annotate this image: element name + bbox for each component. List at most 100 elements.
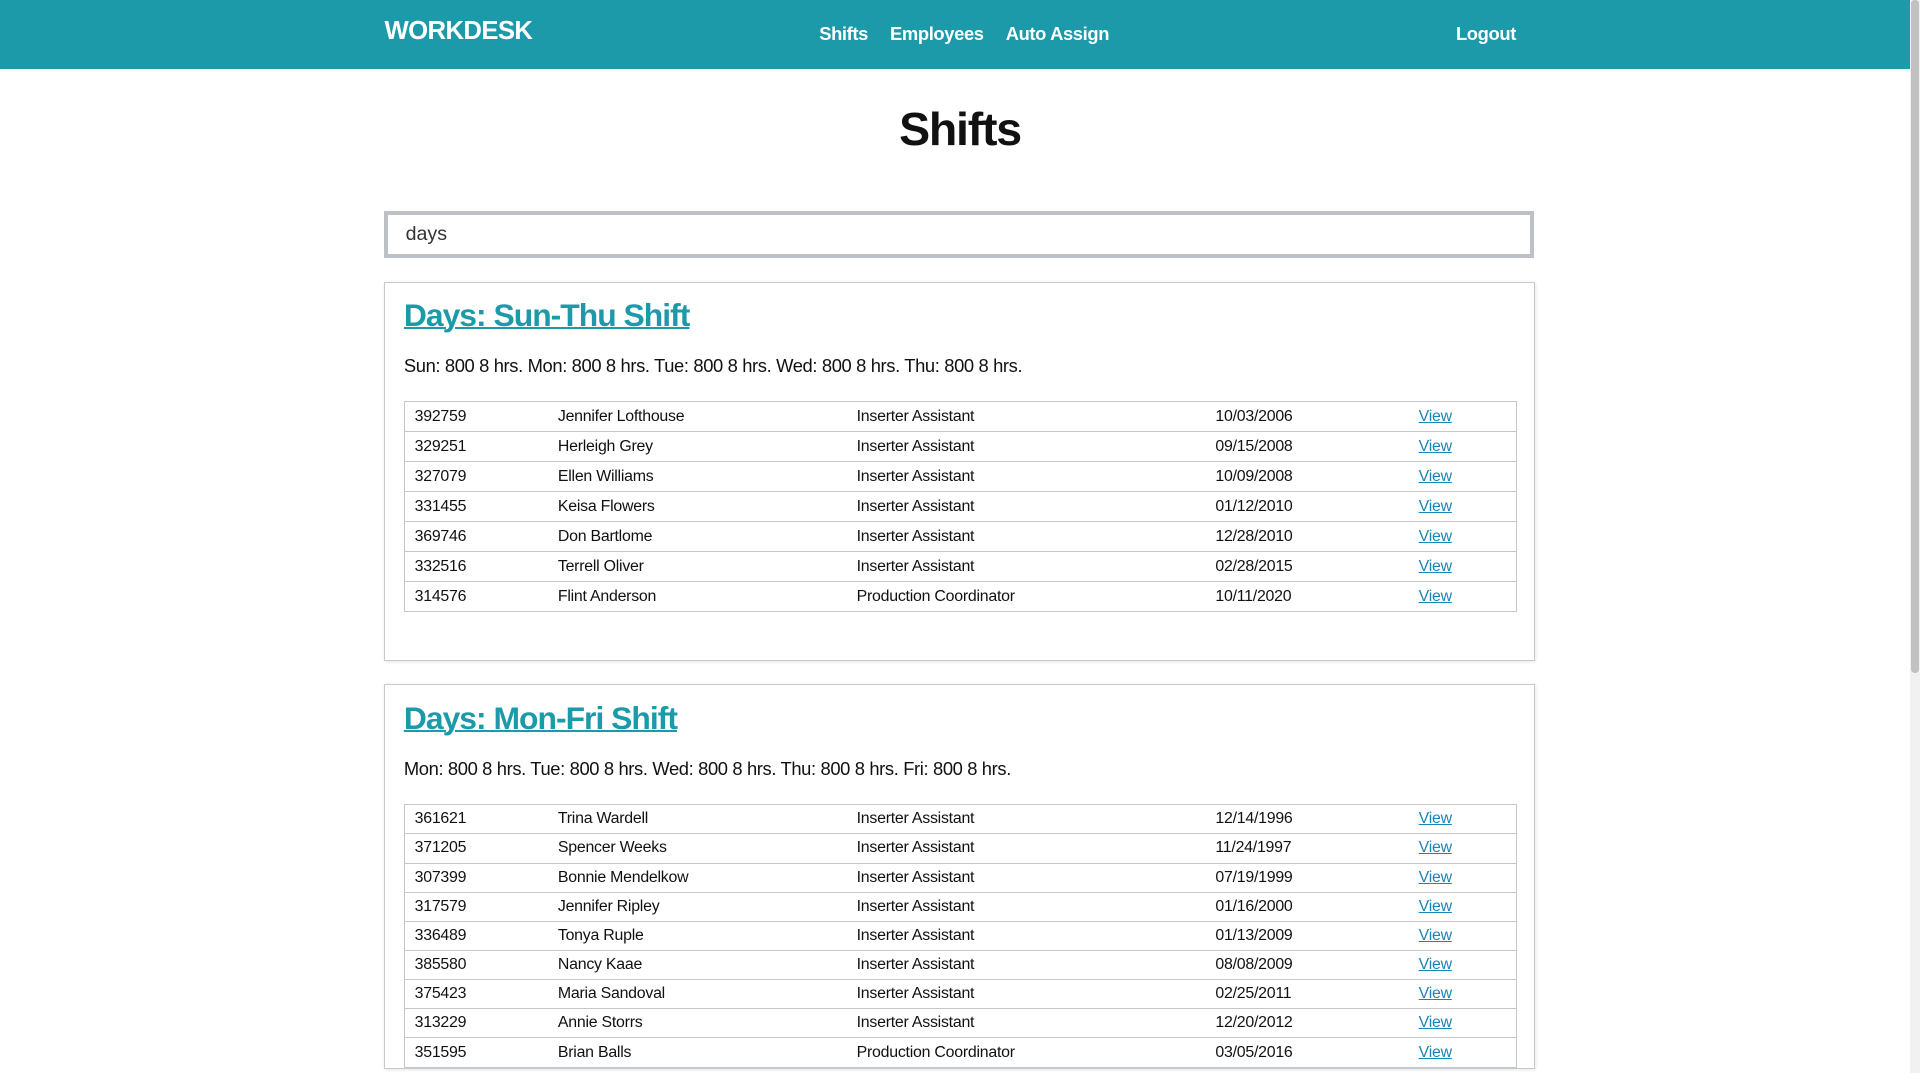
table-row: 313229 Annie Storrs Inserter Assistant 12/2… [404, 1008, 1517, 1038]
view-link[interactable]: View [1418, 497, 1452, 515]
view-link-cell: View [1408, 950, 1517, 980]
view-link[interactable]: View [1418, 956, 1452, 974]
view-link[interactable]: View [1418, 437, 1452, 455]
employee-position-cell: Inserter Assistant [846, 521, 1206, 552]
view-link[interactable]: View [1418, 1043, 1452, 1061]
employee-position-cell: Production Coordinator [846, 581, 1206, 612]
employee-name-cell: Ellen Williams [548, 461, 847, 492]
view-link[interactable]: View [1418, 868, 1452, 886]
shift-schedule: Mon: 800 8 hrs. Tue: 800 8 hrs. Wed: 800… [403, 757, 1011, 779]
hire-date-cell: 01/16/2000 [1205, 891, 1409, 922]
table-row: 369746 Don Bartlome Inserter Assistant 12/2… [404, 521, 1517, 552]
view-link-cell: View [1408, 833, 1517, 864]
employee-name-cell: Jennifer Lofthouse [548, 401, 847, 432]
hire-date-cell: 11/24/1997 [1205, 833, 1409, 864]
employee-position-cell: Inserter Assistant [846, 401, 1206, 432]
table-row: 371205 Spencer Weeks Inserter Assistant 11/… [404, 833, 1517, 864]
hire-date-cell: 10/03/2006 [1205, 401, 1409, 432]
shift-title-link[interactable]: Days: Mon-Fri Shift [403, 700, 678, 737]
employee-name-cell: Jennifer Ripley [548, 891, 847, 922]
view-link[interactable]: View [1418, 1014, 1452, 1032]
table-row: 351595 Brian Balls Production Coordinator 0… [404, 1037, 1517, 1068]
hire-date-cell: 12/14/1996 [1205, 804, 1409, 834]
employee-id-cell: 392759 [404, 401, 549, 432]
employee-name-cell: Nancy Kaae [548, 950, 847, 980]
employee-name-cell: Herleigh Grey [548, 431, 847, 462]
nav-employees[interactable]: Employees [890, 23, 984, 45]
view-link[interactable]: View [1418, 557, 1452, 575]
employee-name-cell: Flint Anderson [548, 581, 847, 612]
employee-id-cell: 313229 [404, 1008, 549, 1038]
table-row: 331455 Keisa Flowers Inserter Assistant 01/… [404, 491, 1517, 522]
employee-position-cell: Inserter Assistant [846, 833, 1206, 864]
view-link[interactable]: View [1418, 467, 1452, 485]
view-link[interactable]: View [1418, 839, 1452, 857]
view-link[interactable]: View [1418, 407, 1452, 425]
employee-id-cell: 361621 [404, 804, 549, 834]
employee-position-cell: Inserter Assistant [846, 891, 1206, 922]
employee-position-cell: Inserter Assistant [846, 804, 1206, 834]
hire-date-cell: 10/11/2020 [1205, 581, 1409, 612]
table-row: 307399 Bonnie Mendelkow Inserter Assistant… [404, 862, 1517, 893]
shift-schedule: Sun: 800 8 hrs. Mon: 800 8 hrs. Tue: 800… [403, 355, 1023, 377]
employee-position-cell: Inserter Assistant [846, 461, 1206, 492]
logout-link[interactable]: Logout [1455, 23, 1516, 45]
employee-name-cell: Annie Storrs [548, 1008, 847, 1038]
table-row: 361621 Trina Wardell Inserter Assistant 12/… [404, 804, 1517, 834]
hire-date-cell: 10/09/2008 [1205, 461, 1409, 492]
view-link-cell: View [1408, 431, 1517, 462]
employee-name-cell: Keisa Flowers [548, 491, 847, 522]
employee-id-cell: 317579 [404, 891, 549, 922]
employee-position-cell: Inserter Assistant [846, 950, 1206, 980]
table-row: 375423 Maria Sandoval Inserter Assistant 02… [404, 979, 1517, 1009]
shift-title-link[interactable]: Days: Sun-Thu Shift [403, 297, 690, 334]
table-row: 385580 Nancy Kaae Inserter Assistant 08/08/… [404, 950, 1517, 980]
page-title: Shifts [899, 102, 1022, 155]
shift-card: Days: Sun-Thu Shift Sun: 800 8 hrs. Mon:… [384, 281, 1536, 661]
view-link-cell: View [1408, 920, 1517, 951]
table-row: 314576 Flint Anderson Production Coordinat… [404, 581, 1517, 612]
employee-name-cell: Trina Wardell [548, 804, 847, 834]
hire-date-cell: 12/28/2010 [1205, 521, 1409, 552]
nav-shifts[interactable]: Shifts [819, 23, 868, 45]
employee-id-cell: 375423 [404, 979, 549, 1009]
table-row: 336489 Tonya Ruple Inserter Assistant 01/13… [404, 920, 1517, 951]
hire-date-cell: 01/12/2010 [1205, 491, 1409, 522]
view-link[interactable]: View [1418, 897, 1452, 915]
view-link-cell: View [1408, 1037, 1517, 1068]
employee-id-cell: 371205 [404, 833, 549, 864]
hire-date-cell: 01/13/2009 [1205, 920, 1409, 951]
nav-auto-assign[interactable]: Auto Assign [1005, 23, 1110, 45]
view-link[interactable]: View [1418, 810, 1452, 828]
hire-date-cell: 07/19/1999 [1205, 862, 1409, 893]
hire-date-cell: 03/05/2016 [1205, 1037, 1409, 1068]
scrollbar-thumb[interactable] [1911, 0, 1919, 674]
view-link[interactable]: View [1418, 527, 1452, 545]
top-navbar: WORKDESK Shifts Employees Auto Assign Lo… [0, 0, 1911, 69]
employee-id-cell: 336489 [404, 920, 549, 951]
view-link-cell: View [1408, 551, 1517, 582]
hire-date-cell: 02/25/2011 [1205, 979, 1409, 1009]
employee-id-cell: 314576 [404, 581, 549, 612]
employee-id-cell: 369746 [404, 521, 549, 552]
employee-position-cell: Inserter Assistant [846, 920, 1206, 951]
employee-name-cell: Bonnie Mendelkow [548, 862, 847, 893]
employee-id-cell: 351595 [404, 1037, 549, 1068]
table-row: 327079 Ellen Williams Inserter Assistant 10… [404, 461, 1517, 492]
employee-position-cell: Inserter Assistant [846, 551, 1206, 582]
table-row: 317579 Jennifer Ripley Inserter Assistant 0… [404, 891, 1517, 922]
employee-name-cell: Terrell Oliver [548, 551, 847, 582]
scrollbar[interactable] [1910, 0, 1920, 1073]
view-link[interactable]: View [1418, 926, 1452, 944]
employee-position-cell: Inserter Assistant [846, 491, 1206, 522]
search-input[interactable] [384, 210, 1534, 258]
table-row: 332516 Terrell Oliver Inserter Assistant 02… [404, 551, 1517, 582]
view-link-cell: View [1408, 401, 1517, 432]
table-row: 329251 Herleigh Grey Inserter Assistant 09/… [404, 431, 1517, 462]
view-link[interactable]: View [1418, 587, 1452, 605]
view-link[interactable]: View [1418, 985, 1452, 1003]
view-link-cell: View [1408, 1008, 1517, 1038]
brand-logo[interactable]: WORKDESK [384, 17, 533, 46]
view-link-cell: View [1408, 521, 1517, 552]
employee-id-cell: 327079 [404, 461, 549, 492]
